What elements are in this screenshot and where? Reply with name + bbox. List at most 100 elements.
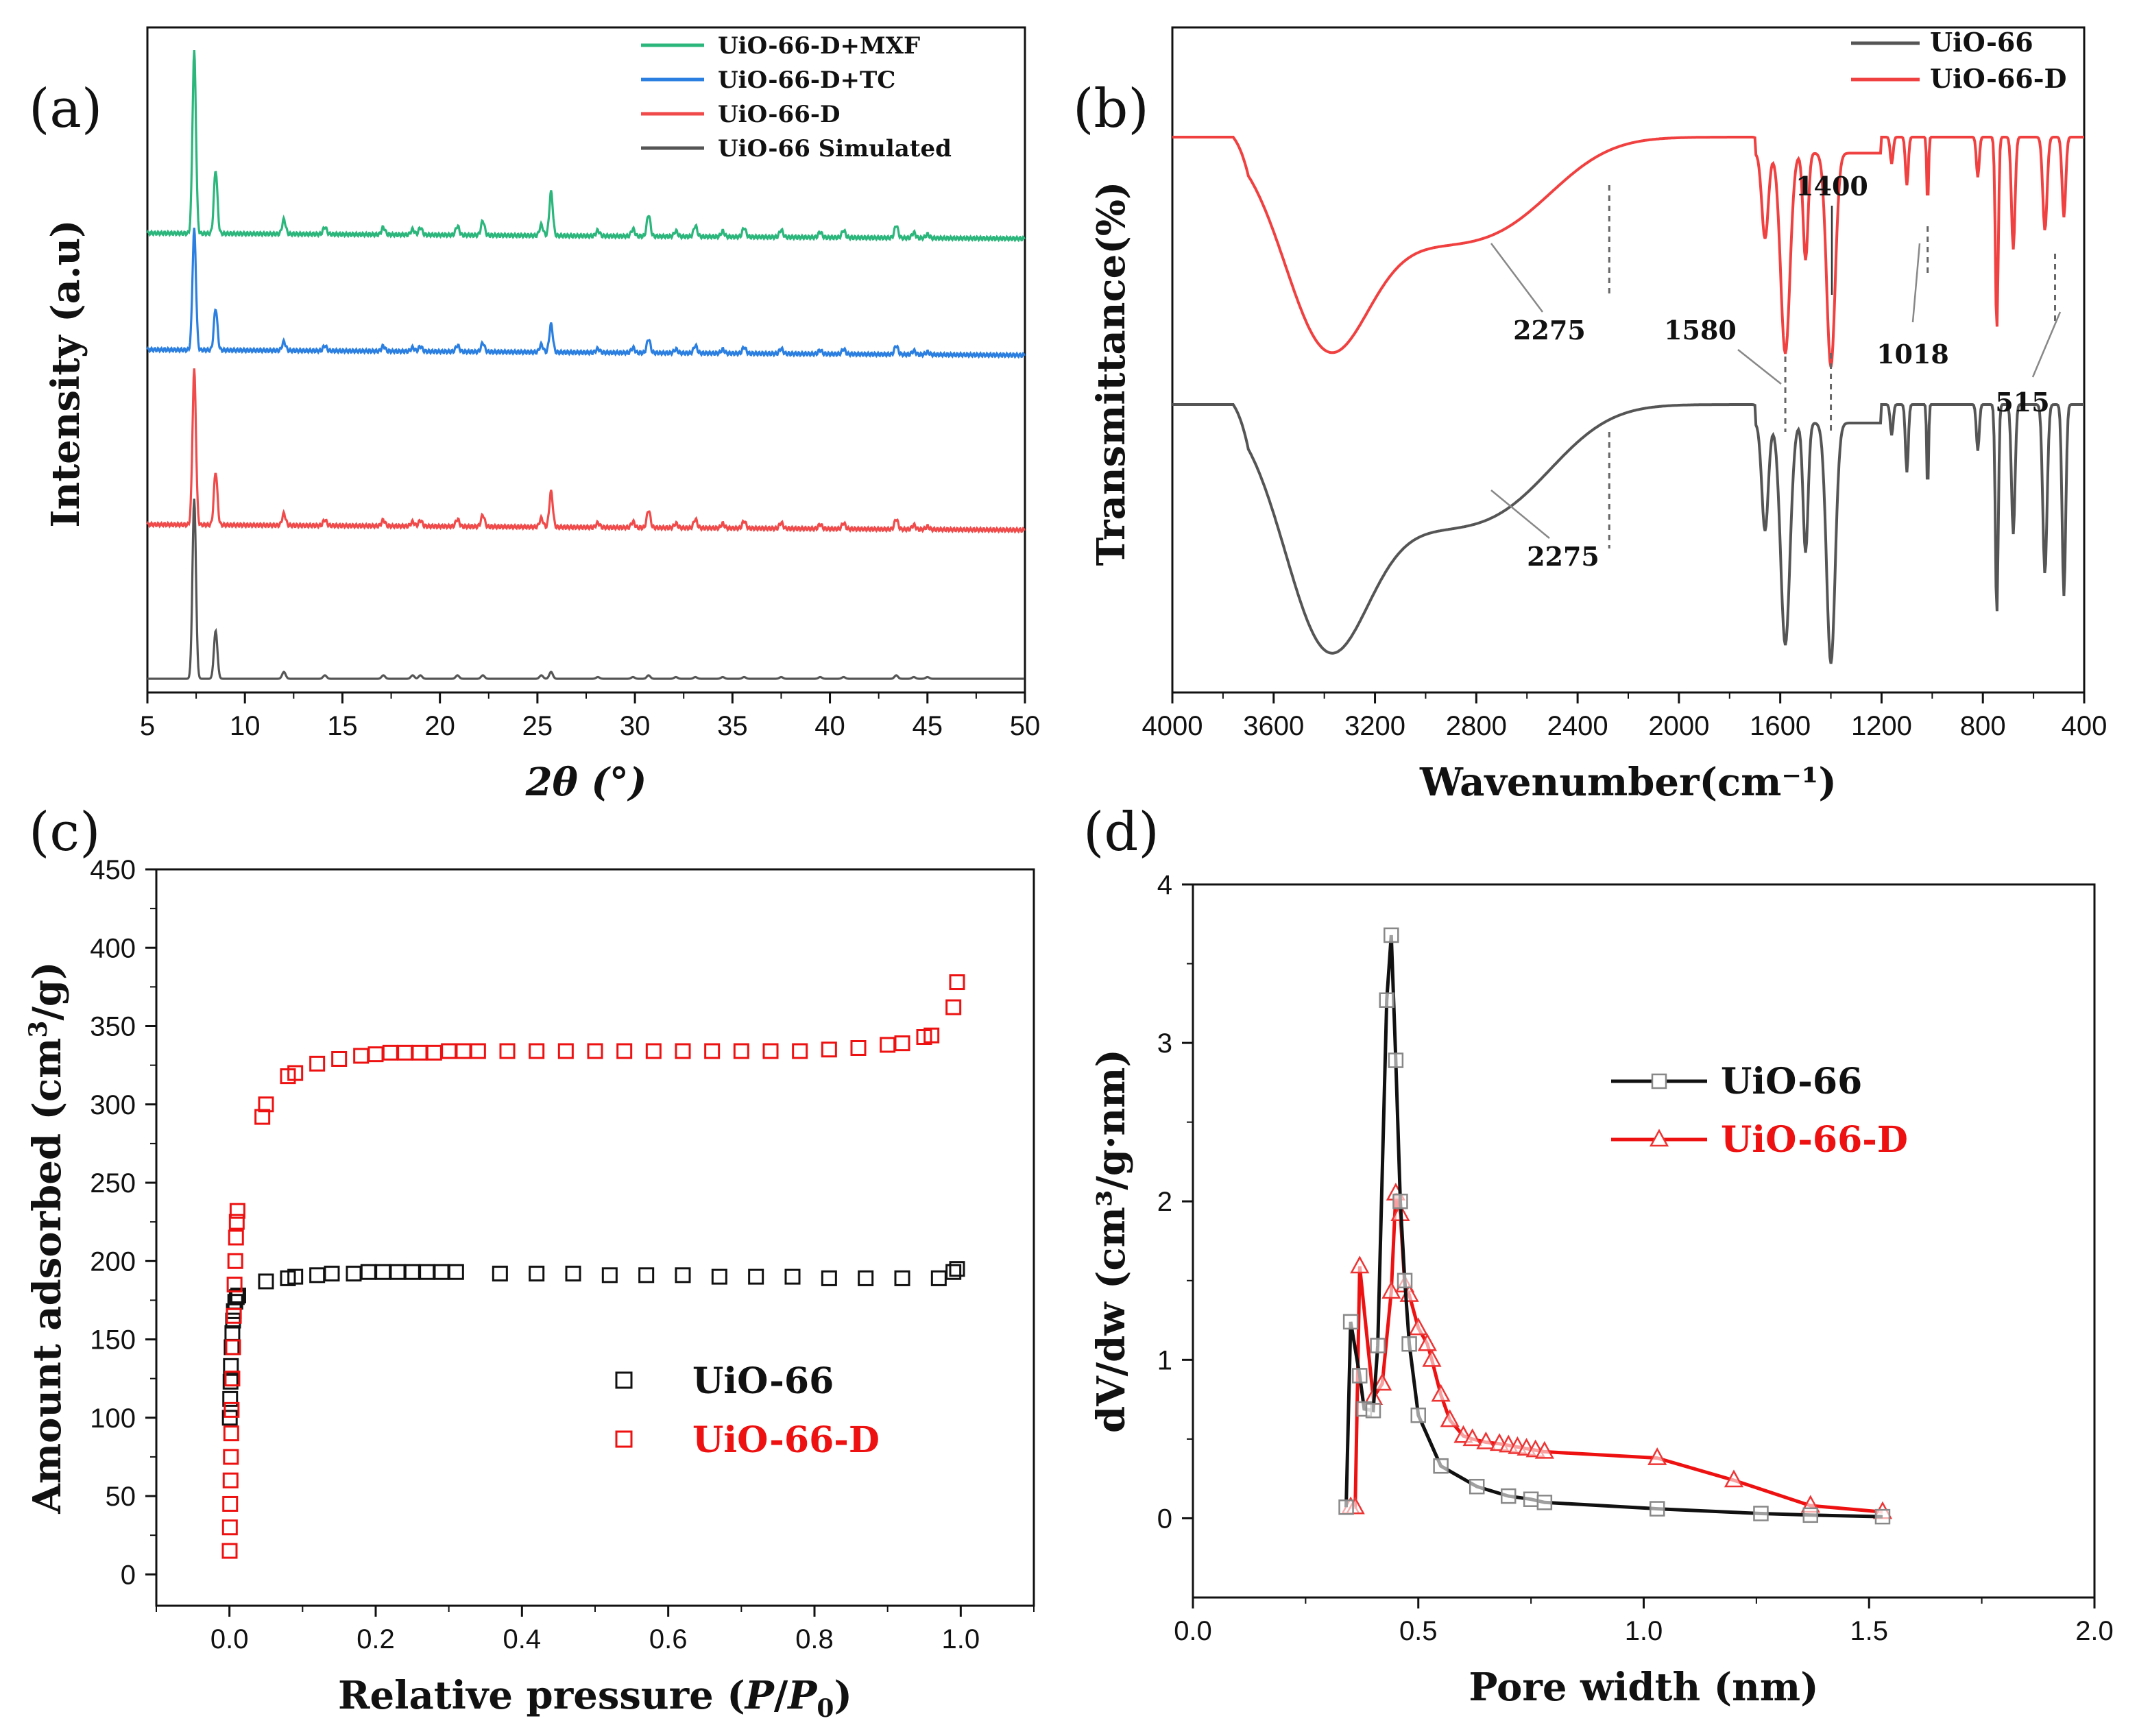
x-tick-label-a: 15 — [327, 711, 358, 741]
data-point-d-0 — [1397, 1273, 1413, 1289]
y-tick-label-c: 400 — [90, 933, 136, 963]
x-tick-label-a: 40 — [814, 711, 845, 741]
data-point-c-0 — [945, 1264, 962, 1280]
y-tick-label-c: 150 — [90, 1325, 136, 1355]
x-tick-label-a: 35 — [717, 711, 748, 741]
x-tick-label-c: 0.8 — [795, 1624, 834, 1654]
series-line-d-0 — [1344, 935, 1883, 1519]
x-tick-label-b: 2000 — [1648, 711, 1709, 741]
data-point-d-1 — [1381, 1281, 1401, 1299]
data-point-c-0 — [433, 1264, 450, 1280]
data-point-c-1 — [353, 1048, 370, 1064]
legend-marker-c-0 — [615, 1371, 633, 1389]
plot-frame-c — [155, 868, 1035, 1607]
legend-label-c-0: UiO-66 — [692, 1360, 834, 1402]
x-tick-label-b: 3600 — [1243, 711, 1304, 741]
data-point-d-0 — [1384, 927, 1399, 943]
data-point-d-1 — [1373, 1373, 1392, 1391]
x-tick-label-a: 20 — [424, 711, 455, 741]
data-point-d-1 — [1408, 1317, 1428, 1336]
data-point-c-0 — [638, 1267, 655, 1283]
data-point-d-1 — [1417, 1333, 1438, 1351]
annotation-b-1018: 1018 — [1876, 339, 1949, 370]
data-point-c-1 — [258, 1096, 274, 1113]
data-point-d-1 — [1476, 1431, 1496, 1449]
chart-c-isotherm: 0.0 0.2 0.4 0.6 0.8 1.0 0 50 100 150 200 250 300 350 4… — [24, 855, 1035, 1723]
data-point-d-0 — [1379, 992, 1394, 1008]
data-point-d-0 — [1874, 1508, 1891, 1525]
data-point-d-0 — [1433, 1458, 1449, 1474]
data-point-c-0 — [784, 1268, 801, 1285]
data-point-c-0 — [309, 1267, 326, 1283]
data-point-d-1 — [1431, 1384, 1451, 1402]
legend-label-a-1: UiO-66-D+TC — [718, 67, 895, 94]
x-tick-label-c: 1.0 — [942, 1624, 980, 1654]
y-tick-label-c: 50 — [106, 1482, 136, 1512]
x-tick-label-b: 800 — [1960, 711, 2006, 741]
data-point-c-0 — [419, 1264, 435, 1280]
data-point-d-1 — [1534, 1440, 1554, 1459]
data-point-c-1 — [850, 1040, 867, 1057]
data-point-d-1 — [1647, 1447, 1667, 1465]
data-point-c-1 — [470, 1043, 486, 1059]
x-tick-label-a: 30 — [620, 711, 651, 741]
data-point-d-1 — [1422, 1349, 1442, 1367]
plot-frame-d — [1192, 883, 2096, 1599]
x-tick-label-b: 1600 — [1750, 711, 1811, 741]
data-point-c-0 — [223, 1358, 239, 1374]
annotation-b-2275-red: 2275 — [1513, 315, 1586, 346]
data-point-c-1 — [221, 1519, 238, 1536]
data-point-d-0 — [1649, 1501, 1665, 1517]
data-point-c-0 — [821, 1270, 837, 1286]
data-point-c-1 — [949, 974, 965, 991]
data-point-c-0 — [346, 1266, 362, 1282]
x-tick-label-a: 10 — [230, 711, 261, 741]
data-point-d-0 — [1536, 1495, 1553, 1510]
data-point-c-0 — [258, 1273, 274, 1290]
legend-label-b-1: UiO-66-D — [1930, 63, 2066, 94]
data-point-d-0 — [1802, 1507, 1819, 1523]
x-tick-label-b: 3200 — [1344, 711, 1405, 741]
data-point-c-1 — [222, 1472, 239, 1488]
x-tick-label-b: 1200 — [1851, 711, 1912, 741]
annotation-b-1400: 1400 — [1796, 171, 1868, 202]
x-axis-label-b: Wavenumber(cm⁻¹) — [1419, 760, 1837, 805]
data-point-d-1 — [1724, 1469, 1744, 1488]
data-point-c-1 — [226, 1277, 243, 1293]
data-point-c-1 — [455, 1043, 472, 1059]
legend-label-b-0: UiO-66 — [1930, 27, 2033, 58]
data-point-c-1 — [587, 1043, 603, 1059]
data-point-d-0 — [1469, 1478, 1485, 1495]
data-point-c-1 — [225, 1339, 241, 1355]
data-point-c-0 — [949, 1261, 965, 1277]
x-tick-label-a: 50 — [1010, 711, 1041, 741]
data-point-c-1 — [645, 1043, 662, 1059]
y-tick-label-d: 2 — [1157, 1187, 1172, 1217]
legend-label-a-0: UiO-66-D+MXF — [718, 32, 920, 60]
data-point-c-0 — [675, 1267, 691, 1283]
annotation-b-2275-black: 2275 — [1527, 541, 1599, 572]
data-point-c-0 — [448, 1264, 464, 1280]
data-point-c-1 — [226, 1307, 242, 1324]
x-axis-label-c: Relative pressure (P/P0) — [338, 1673, 852, 1723]
data-point-c-1 — [228, 1229, 244, 1246]
data-point-c-0 — [858, 1270, 874, 1286]
data-point-c-1 — [880, 1037, 896, 1053]
legend-label-c-1: UiO-66-D — [692, 1419, 880, 1461]
data-point-d-0 — [1753, 1506, 1769, 1521]
panel-label-a: (a) — [29, 78, 102, 140]
y-tick-label-c: 200 — [90, 1246, 136, 1277]
y-tick-label-c: 300 — [90, 1090, 136, 1120]
x-tick-label-c: 0.4 — [503, 1624, 542, 1654]
x-tick-label-c: 0.6 — [649, 1624, 688, 1654]
data-point-c-0 — [492, 1266, 508, 1282]
data-point-c-0 — [324, 1266, 340, 1282]
data-point-c-1 — [228, 1214, 245, 1230]
data-point-d-1 — [1350, 1255, 1370, 1274]
y-axis-label-c: Amount adsorbed (cm3/g) — [24, 961, 70, 1514]
data-point-c-1 — [499, 1043, 516, 1059]
y-tick-label-c: 350 — [90, 1012, 136, 1042]
x-tick-label-d: 2.0 — [2075, 1616, 2114, 1646]
data-point-c-0 — [404, 1264, 420, 1280]
x-tick-label-c: 0.2 — [357, 1624, 395, 1654]
